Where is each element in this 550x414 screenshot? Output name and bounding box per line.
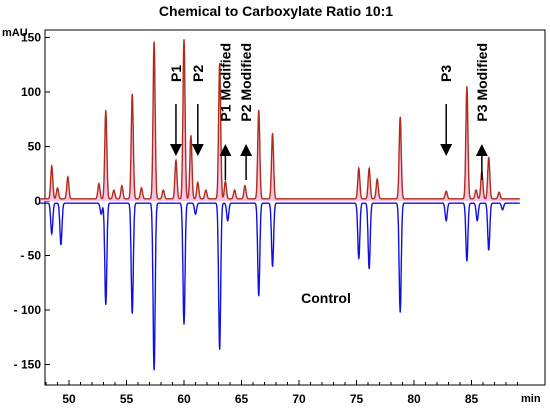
x-tick-label: 50 xyxy=(62,392,76,406)
modified-peak-point xyxy=(271,132,274,135)
modified-peak-point xyxy=(197,181,199,184)
peak-annotation: P2 xyxy=(190,65,206,82)
y-tick-label: - 100 xyxy=(14,303,42,317)
modified-peak-point xyxy=(162,189,164,191)
modified-peak-point xyxy=(183,39,185,41)
control-peak-point xyxy=(153,369,155,371)
modified-peak-point xyxy=(121,185,123,187)
control-peak-point xyxy=(476,220,478,222)
control-peak-point xyxy=(105,303,107,306)
modified-series-line xyxy=(40,39,520,200)
modified-peak-point xyxy=(445,190,447,192)
modified-peak-point xyxy=(175,160,177,162)
control-peak-point xyxy=(219,348,221,350)
plot-frame xyxy=(44,29,546,386)
modified-peak-point xyxy=(131,93,133,95)
x-tick-label: 80 xyxy=(407,392,421,406)
y-tick-label: 150 xyxy=(21,31,41,45)
peak-annotation: P3 Modified xyxy=(474,43,490,122)
control-peak-point xyxy=(227,220,229,222)
control-peak-point xyxy=(368,267,370,270)
modified-peak-point xyxy=(105,109,107,112)
x-tick-label: 65 xyxy=(235,392,249,406)
x-tick-label: 60 xyxy=(177,392,191,406)
modified-peak-point xyxy=(399,116,401,118)
control-peak-point xyxy=(183,323,185,325)
y-tick-label: - 150 xyxy=(14,358,42,372)
modified-peak-point xyxy=(234,189,236,191)
modified-peak-point xyxy=(219,63,221,65)
plot-area: 150 100 50 0 - 50 - 100 - 150 50 55 60 65 70 75 80 85 P… xyxy=(14,29,546,406)
modified-peak-point xyxy=(498,191,500,193)
x-tick-label: 70 xyxy=(292,392,306,406)
x-axis-label: min xyxy=(521,393,541,405)
modified-peak-point xyxy=(466,85,468,88)
modified-peak-point xyxy=(368,167,370,169)
peak-annotation: P1 xyxy=(168,65,184,82)
chart-title: Chemical to Carboxylate Ratio 10:1 xyxy=(159,3,393,19)
peak-annotation: P2 Modified xyxy=(238,43,254,122)
control-peak-point xyxy=(131,312,133,314)
control-peak-point xyxy=(51,233,53,235)
y-tick-label: 0 xyxy=(34,194,41,208)
control-peak-point xyxy=(358,258,360,260)
modified-peak-point xyxy=(56,187,59,189)
modified-peak-point xyxy=(475,189,477,191)
control-series-line xyxy=(40,202,520,371)
control-peak-point xyxy=(194,213,197,215)
control-peak-point xyxy=(445,220,447,222)
modified-peak-point xyxy=(358,167,360,169)
modified-peak-point xyxy=(190,135,192,137)
control-peak-point xyxy=(466,260,468,262)
modified-peak-point xyxy=(67,176,69,178)
peak-annotation: P3 xyxy=(438,65,454,82)
control-peak-point xyxy=(501,209,504,211)
red-series-fill xyxy=(40,39,520,202)
modified-peak-point xyxy=(224,180,226,182)
x-tick-label: 55 xyxy=(120,392,134,406)
control-peak-point xyxy=(100,213,102,215)
y-axis-label: mAU xyxy=(2,27,28,39)
y-tick-label: 50 xyxy=(28,140,42,154)
control-peak-point xyxy=(258,295,260,297)
modified-peak-point xyxy=(376,178,378,180)
y-tick-label: 100 xyxy=(21,85,41,99)
control-peak-point xyxy=(271,265,274,267)
x-tick-label: 75 xyxy=(350,392,364,406)
x-tick-label: 85 xyxy=(465,392,479,406)
y-tick-label: - 50 xyxy=(20,249,41,263)
control-peak-point xyxy=(60,244,62,246)
control-series-label: Control xyxy=(301,290,351,306)
modified-peak-point xyxy=(51,165,53,167)
modified-peak-point xyxy=(153,41,155,43)
modified-peak-point xyxy=(488,156,490,158)
modified-peak-point xyxy=(258,109,260,112)
modified-peak-point xyxy=(205,189,207,191)
modified-peak-point xyxy=(98,182,100,185)
peak-annotation: P1 Modified xyxy=(217,43,233,122)
control-peak-point xyxy=(488,249,490,251)
modified-peak-point xyxy=(140,187,143,189)
modified-peak-point xyxy=(244,185,246,187)
control-peak-point xyxy=(399,311,401,313)
modified-peak-point xyxy=(113,189,115,191)
